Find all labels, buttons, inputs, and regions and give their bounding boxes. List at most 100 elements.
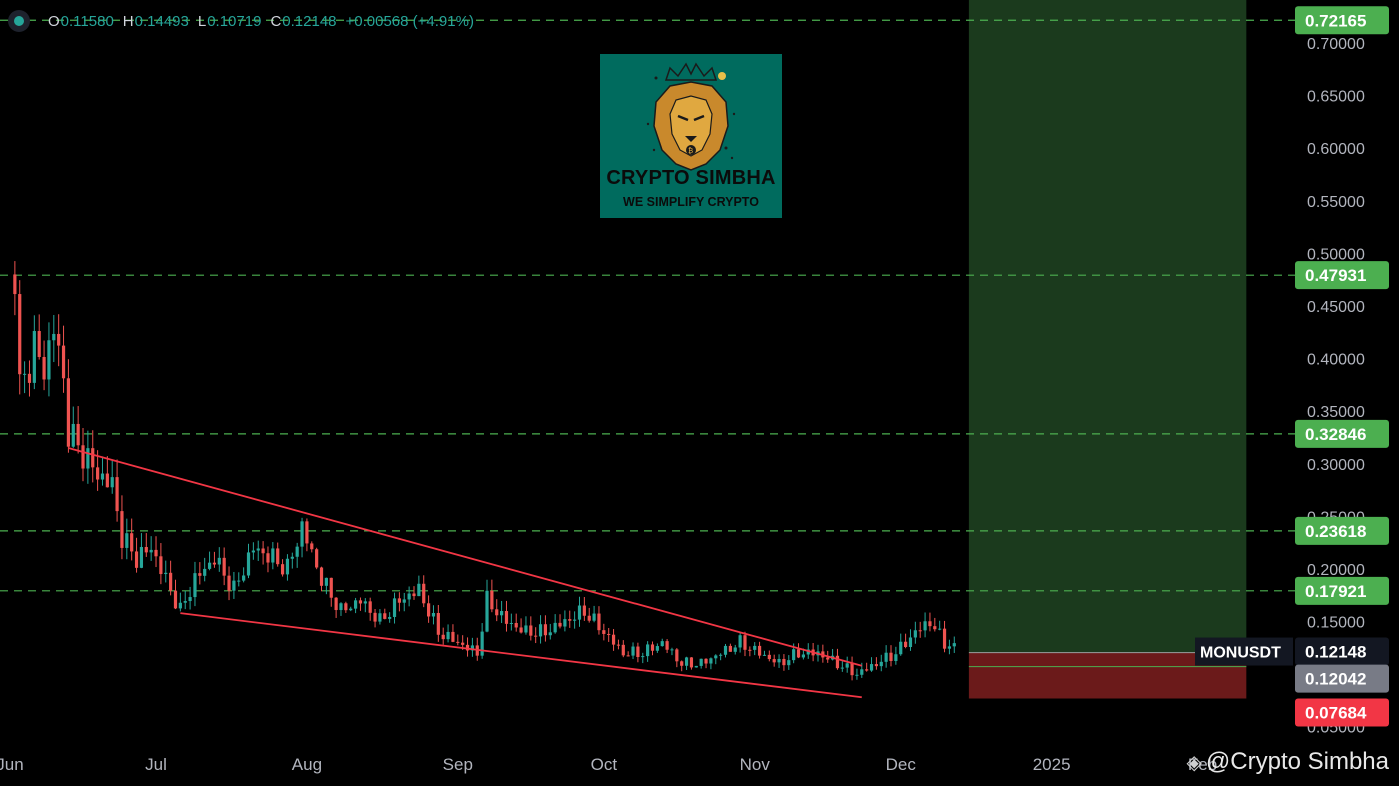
candle-body: [582, 605, 586, 616]
candle-body: [646, 644, 650, 657]
candle-body: [13, 274, 17, 295]
price-label-text: 0.12042: [1305, 670, 1366, 689]
candle-body: [636, 646, 640, 658]
candle-body: [923, 621, 927, 631]
candle-body: [855, 674, 859, 676]
candle-body: [300, 521, 304, 547]
candle-body: [796, 649, 801, 658]
candle-body: [616, 644, 621, 646]
y-tick-label: 0.55000: [1307, 194, 1365, 211]
candle-body: [723, 645, 728, 655]
candle-body: [42, 356, 46, 380]
candle-body: [709, 658, 713, 664]
candle-body: [904, 641, 908, 647]
candle-body: [894, 654, 898, 661]
candle-body: [242, 575, 246, 581]
price-label-target: [1295, 6, 1389, 35]
high-value: 0.14493: [134, 12, 189, 30]
candle-body: [577, 605, 582, 620]
candle-body: [446, 631, 450, 640]
price-label-target: [1295, 261, 1389, 290]
y-tick-label: 0.60000: [1307, 141, 1365, 158]
candle-body: [465, 644, 470, 651]
candle-body: [762, 654, 767, 656]
candle-body: [524, 625, 528, 633]
candle-body: [509, 622, 513, 624]
candle-body: [840, 667, 844, 669]
candle-body: [203, 568, 207, 576]
x-tick-label: Jun: [0, 755, 24, 774]
candle-body: [865, 669, 869, 671]
y-tick-label: 0.40000: [1307, 352, 1365, 369]
watermark-text: @Crypto Simbha: [1205, 748, 1389, 775]
candle-body: [431, 613, 436, 617]
open-value: 0.11580: [60, 12, 114, 30]
candle-body: [66, 378, 71, 447]
candle-body: [684, 657, 689, 666]
candle-body: [402, 599, 406, 603]
candle-body: [285, 558, 290, 575]
candle-body: [928, 621, 932, 627]
candle-body: [23, 373, 27, 375]
logo-tagline: WE SIMPLIFY CRYPTO: [623, 195, 759, 209]
candle-body: [397, 598, 401, 603]
candle-body: [792, 649, 796, 661]
x-tick-label: 2025: [1033, 755, 1071, 774]
candle-body: [412, 593, 416, 597]
candle-body: [787, 660, 791, 666]
price-label-entry: [1295, 664, 1389, 693]
candle-body: [222, 557, 226, 576]
candle-body: [37, 331, 41, 357]
candle-body: [899, 641, 903, 655]
candle-body: [753, 645, 757, 650]
candle-body: [485, 590, 489, 632]
candle-body: [383, 613, 387, 619]
x-tick-label: Sep: [443, 755, 473, 774]
candle-body: [164, 572, 168, 575]
candle-body: [32, 331, 36, 383]
price-label-text: 0.32846: [1305, 425, 1366, 444]
y-tick-label: 0.15000: [1307, 615, 1365, 632]
candle-body: [183, 601, 187, 603]
candle-body: [276, 548, 280, 565]
symbol-status-icon[interactable]: [8, 10, 30, 32]
y-tick-label: 0.50000: [1307, 246, 1365, 263]
candle-body: [290, 556, 294, 559]
candle-body: [743, 635, 747, 650]
candle-body: [860, 669, 864, 675]
candle-body: [324, 577, 328, 586]
candle-body: [339, 603, 343, 611]
candle-body: [329, 577, 333, 598]
symbol-label-box: [1195, 637, 1293, 666]
candle-body: [835, 655, 840, 669]
candle-body: [91, 448, 95, 468]
candle-body: [115, 477, 119, 512]
candle-body: [490, 590, 494, 610]
price-label-last: [1295, 637, 1389, 666]
candle-body: [626, 655, 630, 657]
candle-body: [237, 580, 241, 582]
candle-body: [422, 583, 426, 604]
candle-body: [18, 294, 22, 375]
candle-body: [470, 645, 475, 651]
candle-body: [120, 511, 124, 548]
candle-body: [27, 373, 32, 383]
candle-body: [602, 630, 606, 634]
candle-body: [607, 633, 611, 635]
candle-body: [139, 547, 144, 568]
candle-body: [61, 345, 66, 379]
candle-body: [694, 665, 698, 668]
candle-body: [514, 622, 518, 628]
candle-body: [198, 573, 202, 576]
candle-body: [587, 615, 591, 621]
y-tick-label: 0.70000: [1307, 36, 1365, 53]
trendline-support[interactable]: [180, 612, 862, 699]
candle-body: [714, 655, 718, 659]
x-tick-label: Nov: [740, 755, 771, 774]
candle-body: [704, 658, 708, 664]
candle-body: [407, 593, 411, 600]
candle-body: [611, 634, 616, 645]
candle-body: [378, 613, 382, 622]
trendline-resistance[interactable]: [68, 447, 863, 667]
candle-body: [942, 628, 947, 649]
